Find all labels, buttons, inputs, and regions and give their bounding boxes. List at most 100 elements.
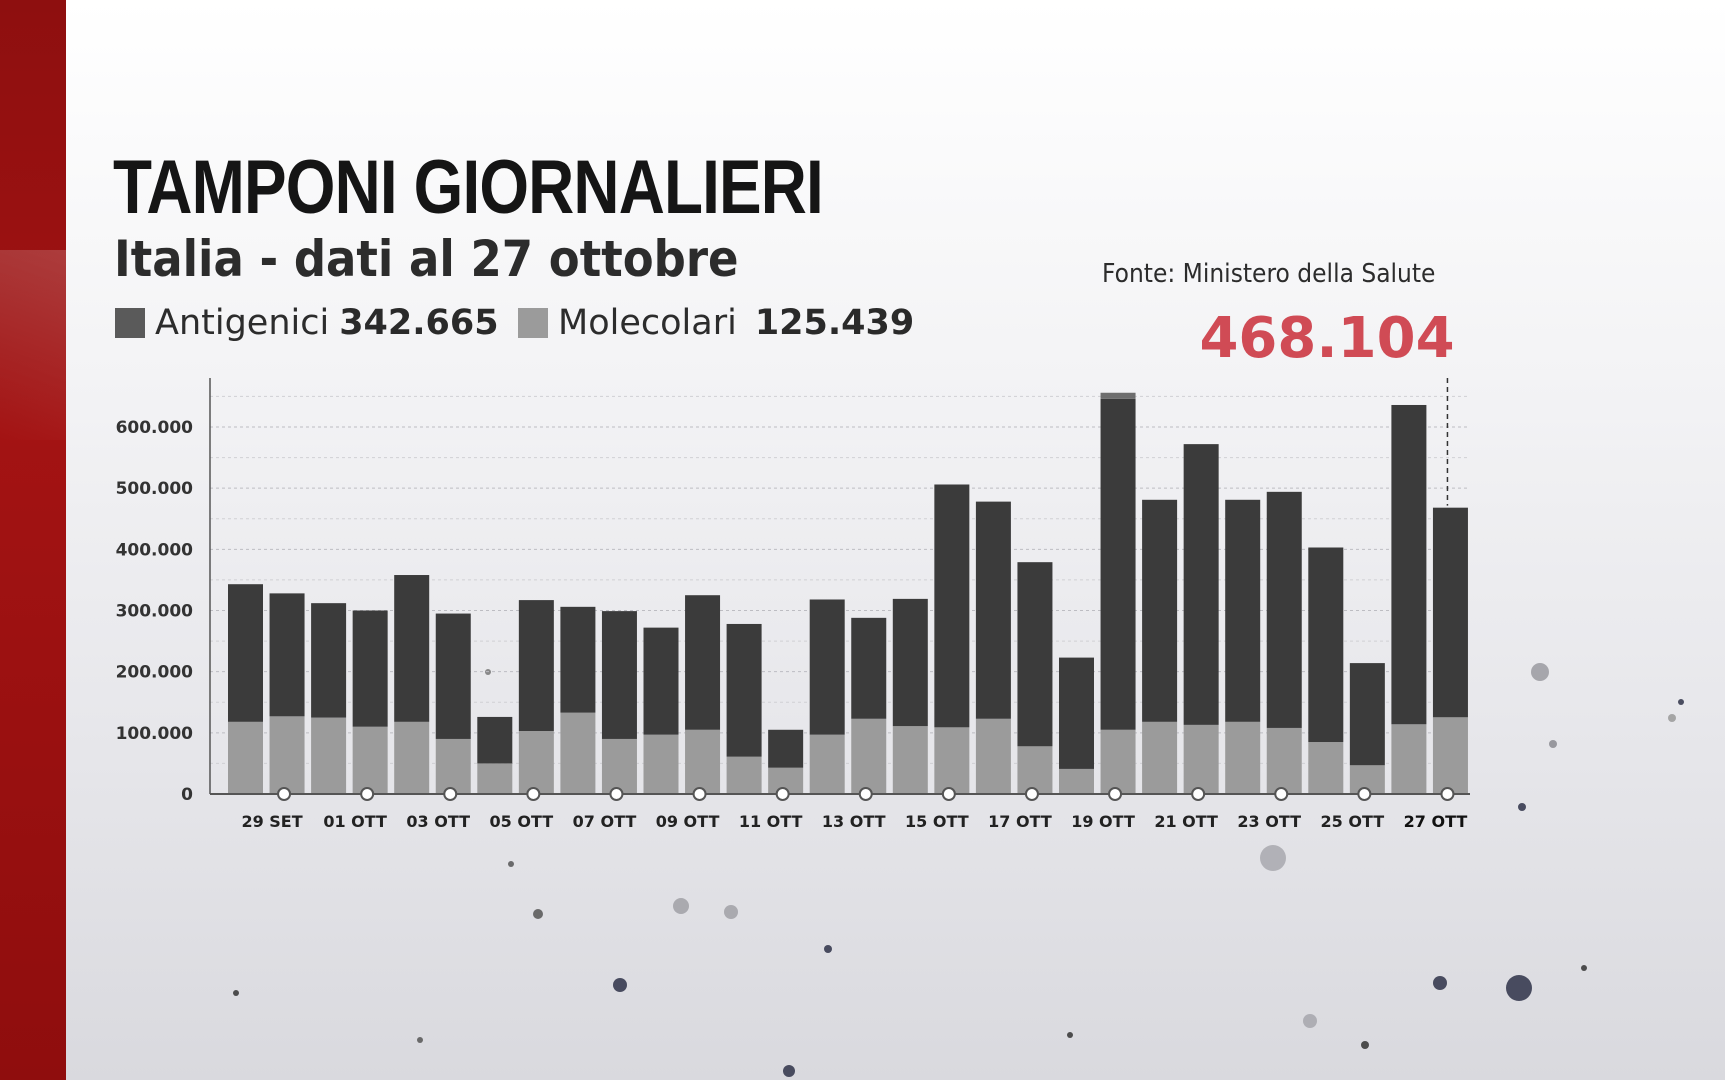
legend-value-antigenici: 342.665 <box>339 303 499 343</box>
side-accent-band <box>0 0 66 1080</box>
legend-item-antigenici: Antigenici 342.665 <box>115 303 499 343</box>
x-tick-label: 25 OTT <box>1321 812 1385 831</box>
source-note: Fonte: Ministero della Salute <box>1102 259 1436 289</box>
bar-antigenici <box>643 627 679 735</box>
background-dot <box>1260 845 1286 871</box>
x-tick-label: 19 OTT <box>1071 812 1135 831</box>
bar-antigenici <box>685 595 721 730</box>
legend-swatch-molecolari <box>518 308 548 338</box>
bar-antigenici <box>1432 507 1468 718</box>
bar-molecolari <box>269 716 305 794</box>
bar-molecolari <box>1100 729 1136 794</box>
total-value: 468.104 <box>1199 306 1455 371</box>
bar-molecolari <box>311 717 347 794</box>
bar-antigenici <box>228 584 263 722</box>
bar-antigenici <box>1183 444 1219 725</box>
y-tick-label: 0 <box>181 785 193 805</box>
legend-label-antigenici: Antigenici <box>155 303 330 343</box>
bar-molecolari <box>228 721 263 794</box>
y-tick-label: 300.000 <box>116 602 194 622</box>
y-tick-label: 200.000 <box>116 663 194 683</box>
x-tick-label: 17 OTT <box>988 812 1052 831</box>
x-tick-marker <box>775 787 790 801</box>
background-dot <box>673 898 689 914</box>
bar-antigenici <box>601 611 637 739</box>
x-tick-marker <box>858 787 873 801</box>
x-tick-label: 03 OTT <box>406 812 470 831</box>
bar-molecolari <box>726 756 762 794</box>
bar-molecolari <box>1266 727 1302 794</box>
bar-molecolari <box>892 726 928 794</box>
x-tick-marker <box>1440 787 1455 801</box>
bar-molecolari <box>560 712 596 794</box>
bar-molecolari <box>851 718 887 794</box>
bar-molecolari <box>435 738 471 794</box>
bar-antigenici <box>560 606 596 713</box>
bar-molecolari <box>1432 717 1468 794</box>
bar-antigenici <box>726 623 762 757</box>
y-tick-label: 600.000 <box>116 418 194 438</box>
bar-antigenici <box>768 729 804 768</box>
x-tick-marker <box>941 787 956 801</box>
bar-molecolari <box>1017 746 1053 794</box>
background-dot <box>1361 1041 1369 1049</box>
bar-antigenici <box>1225 499 1261 722</box>
x-tick-marker <box>692 787 707 801</box>
background-dot <box>824 945 832 953</box>
bar-antigenici <box>394 575 430 722</box>
background-dot <box>1678 699 1684 705</box>
background-dot <box>783 1065 795 1077</box>
background-dot <box>1067 1032 1073 1038</box>
x-tick-marker <box>1191 787 1206 801</box>
bar-antigenici <box>1349 663 1385 766</box>
x-tick-marker <box>443 787 458 801</box>
bar-antigenici <box>1391 404 1427 725</box>
background-dot <box>724 905 738 919</box>
bar-other <box>1100 392 1136 399</box>
x-tick-marker <box>609 787 624 801</box>
bar-molecolari <box>1225 721 1261 794</box>
bar-antigenici <box>477 716 513 764</box>
chart-subtitle: Italia - dati al 27 ottobre <box>114 230 739 288</box>
bar-antigenici <box>934 484 970 728</box>
bar-antigenici <box>269 593 305 717</box>
legend-value-molecolari: 125.439 <box>754 303 915 343</box>
background-dot <box>1581 965 1587 971</box>
x-tick-label: 09 OTT <box>656 812 720 831</box>
bar-molecolari <box>1391 724 1427 794</box>
y-tick-label: 100.000 <box>116 724 194 744</box>
bar-molecolari <box>352 726 388 794</box>
bar-molecolari <box>1183 724 1219 794</box>
background-dot <box>1549 740 1557 748</box>
bar-molecolari <box>809 734 845 794</box>
bar-antigenici <box>1100 398 1136 730</box>
x-tick-marker <box>1274 787 1289 801</box>
background-dot <box>508 861 514 867</box>
bar-antigenici <box>1017 562 1053 747</box>
bar-antigenici <box>1059 657 1094 769</box>
legend-label-molecolari: Molecolari <box>558 303 737 343</box>
x-tick-marker <box>1108 787 1123 801</box>
background-dot <box>233 990 239 996</box>
background-dot <box>1433 976 1447 990</box>
bar-molecolari <box>934 727 970 794</box>
bar-molecolari <box>477 763 513 794</box>
bar-antigenici <box>892 598 928 727</box>
bar-antigenici <box>352 610 388 727</box>
bar-molecolari <box>1059 768 1094 794</box>
bar-molecolari <box>518 730 554 794</box>
x-tick-label: 21 OTT <box>1154 812 1218 831</box>
bar-antigenici <box>1308 547 1344 743</box>
bar-antigenici <box>1142 499 1178 722</box>
bar-molecolari <box>1308 742 1344 794</box>
legend-item-molecolari: Molecolari 125.439 <box>518 303 915 343</box>
legend-swatch-antigenici <box>115 308 145 338</box>
x-tick-label: 15 OTT <box>905 812 969 831</box>
bar-molecolari <box>601 738 637 794</box>
background-dot <box>1303 1014 1317 1028</box>
background-dot <box>1506 975 1532 1001</box>
bar-antigenici <box>851 617 887 719</box>
x-tick-label: 01 OTT <box>323 812 387 831</box>
bar-antigenici <box>518 600 554 731</box>
